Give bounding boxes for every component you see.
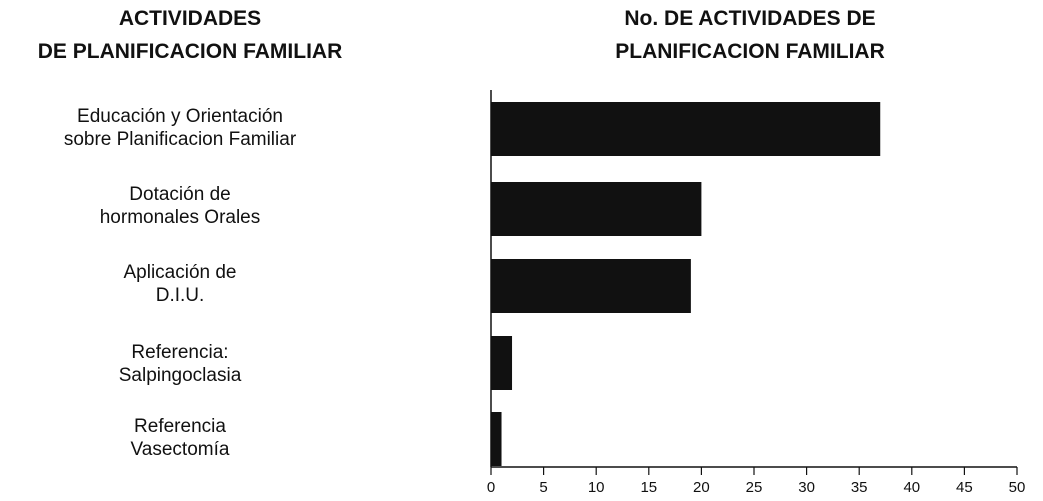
category-label-oral-hormonal: Dotación de hormonales Orales xyxy=(0,183,360,229)
bar xyxy=(491,412,502,466)
x-tick-label: 45 xyxy=(956,479,973,496)
category-label-line: Referencia: xyxy=(131,342,229,363)
category-label-education: Educación y Orientación sobre Planificac… xyxy=(0,105,360,151)
category-label-salpingoclasia: Referencia: Salpingoclasia xyxy=(0,341,360,387)
category-label-line: Salpingoclasia xyxy=(118,365,242,386)
category-label-line: sobre Planificacion Familiar xyxy=(63,129,297,150)
category-label-line: Dotación de xyxy=(129,184,231,205)
x-tick-label: 40 xyxy=(903,479,920,496)
x-tick-label: 35 xyxy=(851,479,868,496)
bar xyxy=(491,259,691,313)
category-label-line: hormonales Orales xyxy=(99,207,261,228)
category-label-line: Referencia xyxy=(134,416,226,437)
x-tick-label: 15 xyxy=(640,479,657,496)
category-label-line: Educación y Orientación xyxy=(77,106,283,127)
bar xyxy=(491,102,881,156)
bar xyxy=(491,336,513,390)
category-axis-title: ACTIVIDADES DE PLANIFICACION FAMILIAR xyxy=(0,2,380,68)
category-label-diu: Aplicación de D.I.U. xyxy=(0,261,360,307)
x-tick-label: 0 xyxy=(487,479,495,496)
x-tick-label: 50 xyxy=(1009,479,1026,496)
value-axis-title-line-2: PLANIFICACION FAMILIAR xyxy=(615,40,885,63)
category-label-line: Aplicación de xyxy=(123,262,237,283)
category-label-line: Vasectomía xyxy=(130,439,230,460)
x-tick-label: 10 xyxy=(588,479,605,496)
bar xyxy=(491,182,702,236)
x-tick-label: 5 xyxy=(539,479,547,496)
x-tick-label: 25 xyxy=(746,479,763,496)
category-label-vasectomia: Referencia Vasectomía xyxy=(0,415,360,461)
category-axis-title-line-1: ACTIVIDADES xyxy=(118,7,262,30)
value-axis-title-line-1: No. DE ACTIVIDADES DE xyxy=(624,7,876,30)
category-label-line: D.I.U. xyxy=(155,285,205,306)
category-axis-title-line-2: DE PLANIFICACION FAMILIAR xyxy=(37,40,343,63)
x-tick-label: 20 xyxy=(693,479,710,496)
value-axis-title: No. DE ACTIVIDADES DE PLANIFICACION FAMI… xyxy=(540,2,960,68)
x-tick-label: 30 xyxy=(798,479,815,496)
